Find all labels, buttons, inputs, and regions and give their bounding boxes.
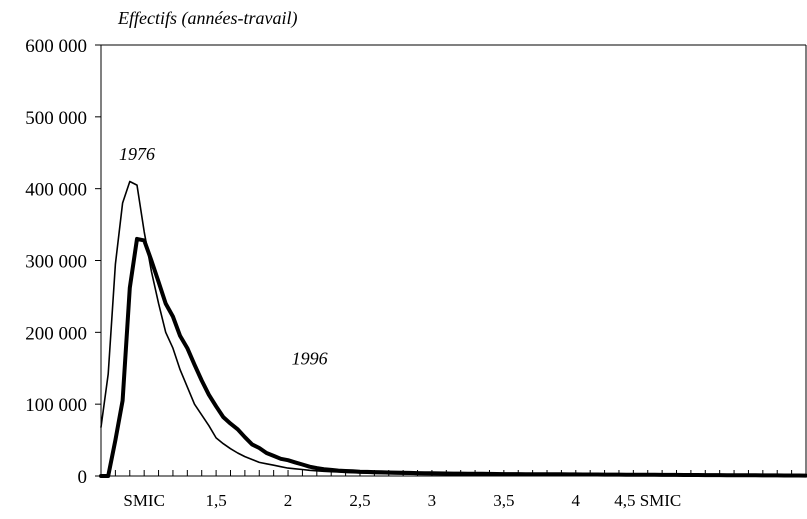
x-tick-label: 2 [284,491,293,510]
annotation-group: 1976 1996 [119,144,328,369]
y-axis-label: Effectifs (années-travail) [117,8,297,29]
x-tick-label: 4,5 SMIC [614,491,681,510]
x-tick-label: 2,5 [349,491,370,510]
x-tick-label: 1,5 [205,491,226,510]
x-tick-group: SMIC 1,5 2 2,5 3 3,5 4 4,5 SMIC [114,470,807,510]
y-tick-label: 200 000 [25,323,87,344]
x-tick-label: 4 [572,491,581,510]
y-tick-label: 300 000 [25,252,87,273]
x-tick-label: SMIC [123,491,165,510]
y-tick-label: 600 000 [25,36,87,57]
y-tick-group: 0 100 000 200 000 300 000 400 000 500 000 600 … [25,36,101,488]
y-tick-label: 500 000 [25,108,87,129]
series-group [99,180,807,478]
series-line-1976 [100,180,807,477]
plot-frame [100,44,807,477]
x-tick-label: 3,5 [493,491,514,510]
series-annotation-1996: 1996 [292,349,328,369]
series-annotation-1976: 1976 [119,144,155,164]
series-line-1996 [99,236,807,478]
x-tick-label: 3 [428,491,437,510]
y-tick-label: 0 [78,467,88,488]
y-tick-label: 400 000 [25,180,87,201]
y-tick-label: 100 000 [25,395,87,416]
